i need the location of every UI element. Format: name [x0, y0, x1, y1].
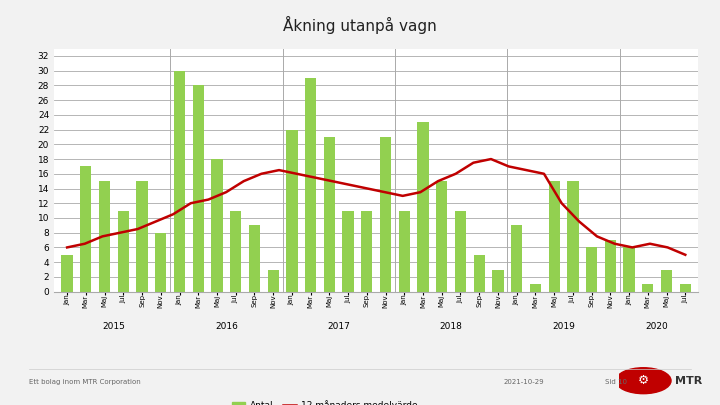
- Bar: [287, 130, 297, 292]
- Bar: [567, 181, 578, 292]
- Bar: [511, 225, 522, 292]
- Circle shape: [616, 368, 671, 394]
- Text: 2018: 2018: [440, 322, 462, 331]
- Text: 2021-10-29: 2021-10-29: [504, 379, 544, 385]
- Bar: [343, 211, 354, 292]
- Bar: [455, 211, 466, 292]
- Bar: [680, 284, 691, 292]
- Legend: Antal, 12 månaders medelvärde: Antal, 12 månaders medelvärde: [228, 397, 421, 405]
- Text: 2017: 2017: [328, 322, 350, 331]
- Bar: [492, 269, 503, 292]
- Text: ⚙: ⚙: [638, 374, 649, 387]
- Bar: [624, 247, 635, 292]
- Bar: [61, 255, 73, 292]
- Bar: [249, 225, 260, 292]
- Text: Ett bolag inom MTR Corporation: Ett bolag inom MTR Corporation: [29, 379, 140, 385]
- Bar: [361, 211, 372, 292]
- Bar: [436, 181, 447, 292]
- Bar: [324, 137, 335, 292]
- FancyBboxPatch shape: [615, 362, 709, 399]
- Bar: [212, 159, 222, 292]
- Bar: [642, 284, 654, 292]
- Bar: [136, 181, 148, 292]
- Bar: [530, 284, 541, 292]
- Bar: [418, 122, 428, 292]
- Text: 2016: 2016: [215, 322, 238, 331]
- Bar: [586, 247, 598, 292]
- Bar: [305, 78, 316, 292]
- Text: Sid 10: Sid 10: [605, 379, 627, 385]
- Bar: [661, 269, 672, 292]
- Bar: [174, 71, 185, 292]
- Text: 2020: 2020: [646, 322, 669, 331]
- Bar: [399, 211, 410, 292]
- Bar: [80, 166, 91, 292]
- Bar: [549, 181, 559, 292]
- Bar: [193, 85, 204, 292]
- Bar: [474, 255, 485, 292]
- Bar: [230, 211, 241, 292]
- Bar: [380, 137, 391, 292]
- Text: 2019: 2019: [552, 322, 575, 331]
- Text: 2015: 2015: [102, 322, 125, 331]
- Text: Åkning utanpå vagn: Åkning utanpå vagn: [283, 16, 437, 34]
- Bar: [99, 181, 110, 292]
- Bar: [268, 269, 279, 292]
- Bar: [117, 211, 129, 292]
- Text: MTR: MTR: [675, 376, 703, 386]
- Bar: [605, 240, 616, 292]
- Bar: [155, 233, 166, 292]
